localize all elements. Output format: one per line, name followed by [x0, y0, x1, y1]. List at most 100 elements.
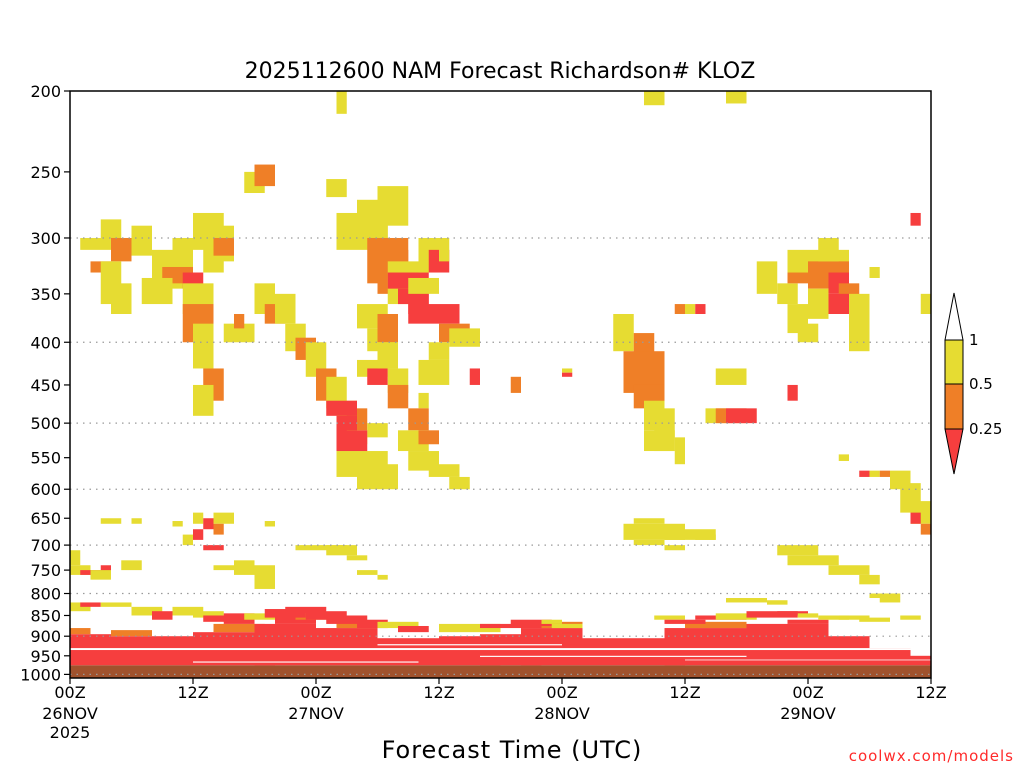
ri-cell-low — [726, 408, 757, 424]
ri-band-mid — [70, 628, 91, 635]
ri-cell-mid — [234, 313, 245, 329]
x-tick-label-0: 00Z — [54, 683, 85, 702]
ri-cell-high — [275, 293, 296, 324]
ri-band-white — [480, 655, 747, 657]
y-tick-label-650: 650 — [30, 509, 61, 528]
ri-cell-high — [541, 619, 562, 624]
ri-cell-high — [859, 617, 890, 622]
ri-cell-high — [654, 615, 685, 620]
ri-cell-low — [910, 512, 921, 524]
ri-cell-high — [193, 384, 214, 416]
ri-band-low — [377, 638, 439, 666]
ri-cell-high — [644, 430, 675, 452]
ri-cell-low — [203, 518, 214, 530]
ri-cell-high — [223, 323, 255, 343]
ri-band-white — [70, 648, 931, 651]
ri-cell-high — [418, 359, 450, 385]
y-tick-label-450: 450 — [30, 376, 61, 395]
colorbar-class-high — [944, 339, 964, 385]
ri-cell-high — [326, 376, 347, 409]
ri-cell-high — [234, 560, 255, 575]
ri-cell-high — [428, 464, 460, 477]
colorbar-legend: 1 0.5 0.25 — [944, 292, 1002, 475]
ri-cell-mid — [685, 0, 706, 17]
ri-cell-mid — [408, 408, 429, 431]
ground-below-surface — [70, 665, 931, 678]
ri-cell-high — [172, 521, 183, 527]
ri-cell-high — [182, 534, 193, 546]
ri-cell-high — [439, 623, 501, 633]
ri-cell-high — [336, 91, 347, 114]
plot-frame — [69, 90, 932, 679]
y-tick-label-200: 200 — [30, 82, 61, 101]
ri-cell-high — [756, 261, 778, 294]
ri-cell-high — [674, 437, 685, 465]
ri-band-low — [664, 628, 747, 666]
ri-cell-mid — [920, 523, 931, 535]
ri-cell-high — [715, 368, 747, 385]
ri-cell-high — [664, 545, 685, 551]
y-tick-label-700: 700 — [30, 536, 61, 555]
ri-cell-high — [777, 283, 798, 305]
colorbar-class-mid — [944, 383, 964, 430]
credit-link[interactable]: coolwx.com/models — [849, 747, 1014, 765]
ri-cell-high — [80, 237, 111, 250]
ri-cell-high — [551, 623, 583, 629]
ri-cell-high — [695, 534, 716, 540]
ri-cell-high — [131, 606, 163, 616]
ri-cell-low — [152, 611, 173, 620]
ri-cell-low — [367, 368, 388, 385]
ri-cell-high — [100, 602, 132, 607]
x-tick-label-7: 12Z — [915, 683, 946, 702]
ri-cell-high — [193, 611, 224, 618]
ri-cell-high — [685, 304, 696, 314]
ri-cell-high — [408, 277, 439, 294]
x-tick-label-5: 12Z — [669, 683, 700, 702]
y-tick-label-750: 750 — [30, 561, 61, 580]
y-tick-label-900: 900 — [30, 627, 61, 646]
x-tick-label-4: 00Z — [546, 683, 577, 702]
ri-cell-mid — [254, 164, 275, 187]
ri-cell-high — [357, 570, 378, 575]
ri-cell-low — [326, 400, 357, 416]
ri-cell-high — [767, 600, 788, 605]
ri-cell-low — [336, 430, 368, 452]
ri-cell-low — [787, 384, 798, 401]
ri-band-low — [746, 623, 829, 666]
ri-cell-high — [357, 464, 398, 490]
ri-cell-high — [295, 545, 347, 551]
ri-cell-low — [357, 619, 388, 629]
ri-cell-high — [428, 342, 450, 360]
ri-cell-mid — [111, 237, 132, 262]
ri-band-low — [910, 655, 931, 666]
ri-cell-high — [439, 237, 450, 262]
ri-cell-low — [285, 606, 327, 614]
x-tick-year-0: 2025 — [50, 723, 91, 742]
ri-cell-low — [203, 545, 224, 551]
heatmap-cells — [70, 0, 931, 678]
ri-cell-high — [326, 545, 357, 556]
ri-band-low — [111, 636, 193, 666]
ri-cell-high — [172, 237, 193, 262]
ri-cell-mid — [387, 384, 409, 409]
y-tick-label-600: 600 — [30, 480, 61, 499]
ri-cell-high — [859, 574, 880, 585]
y-tick-label-800: 800 — [30, 585, 61, 604]
x-axis-label: Forecast Time (UTC) — [382, 736, 643, 764]
y-tick-label-500: 500 — [30, 414, 61, 433]
ri-cell-mid — [418, 430, 439, 445]
ri-cell-high — [244, 613, 275, 620]
ri-cell-low — [562, 372, 573, 377]
ri-cell-high — [326, 179, 347, 198]
x-tick-label-6: 00Z — [792, 683, 823, 702]
ri-cell-low — [305, 611, 347, 620]
ri-cell-high — [808, 288, 829, 319]
ri-cell-high — [613, 313, 634, 352]
x-tick-date-2: 27NOV — [288, 704, 344, 723]
ri-cell-high — [70, 550, 81, 566]
ri-cell-high — [377, 621, 419, 629]
ri-band-white — [377, 644, 562, 646]
ri-cell-low — [859, 470, 870, 477]
ri-cell-high — [818, 615, 849, 620]
